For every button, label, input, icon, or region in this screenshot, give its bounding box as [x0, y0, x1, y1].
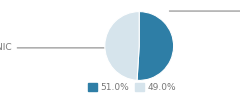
- Wedge shape: [137, 12, 174, 80]
- Text: HISPANIC: HISPANIC: [0, 43, 12, 52]
- Legend: 51.0%, 49.0%: 51.0%, 49.0%: [84, 79, 180, 95]
- Wedge shape: [105, 12, 139, 80]
